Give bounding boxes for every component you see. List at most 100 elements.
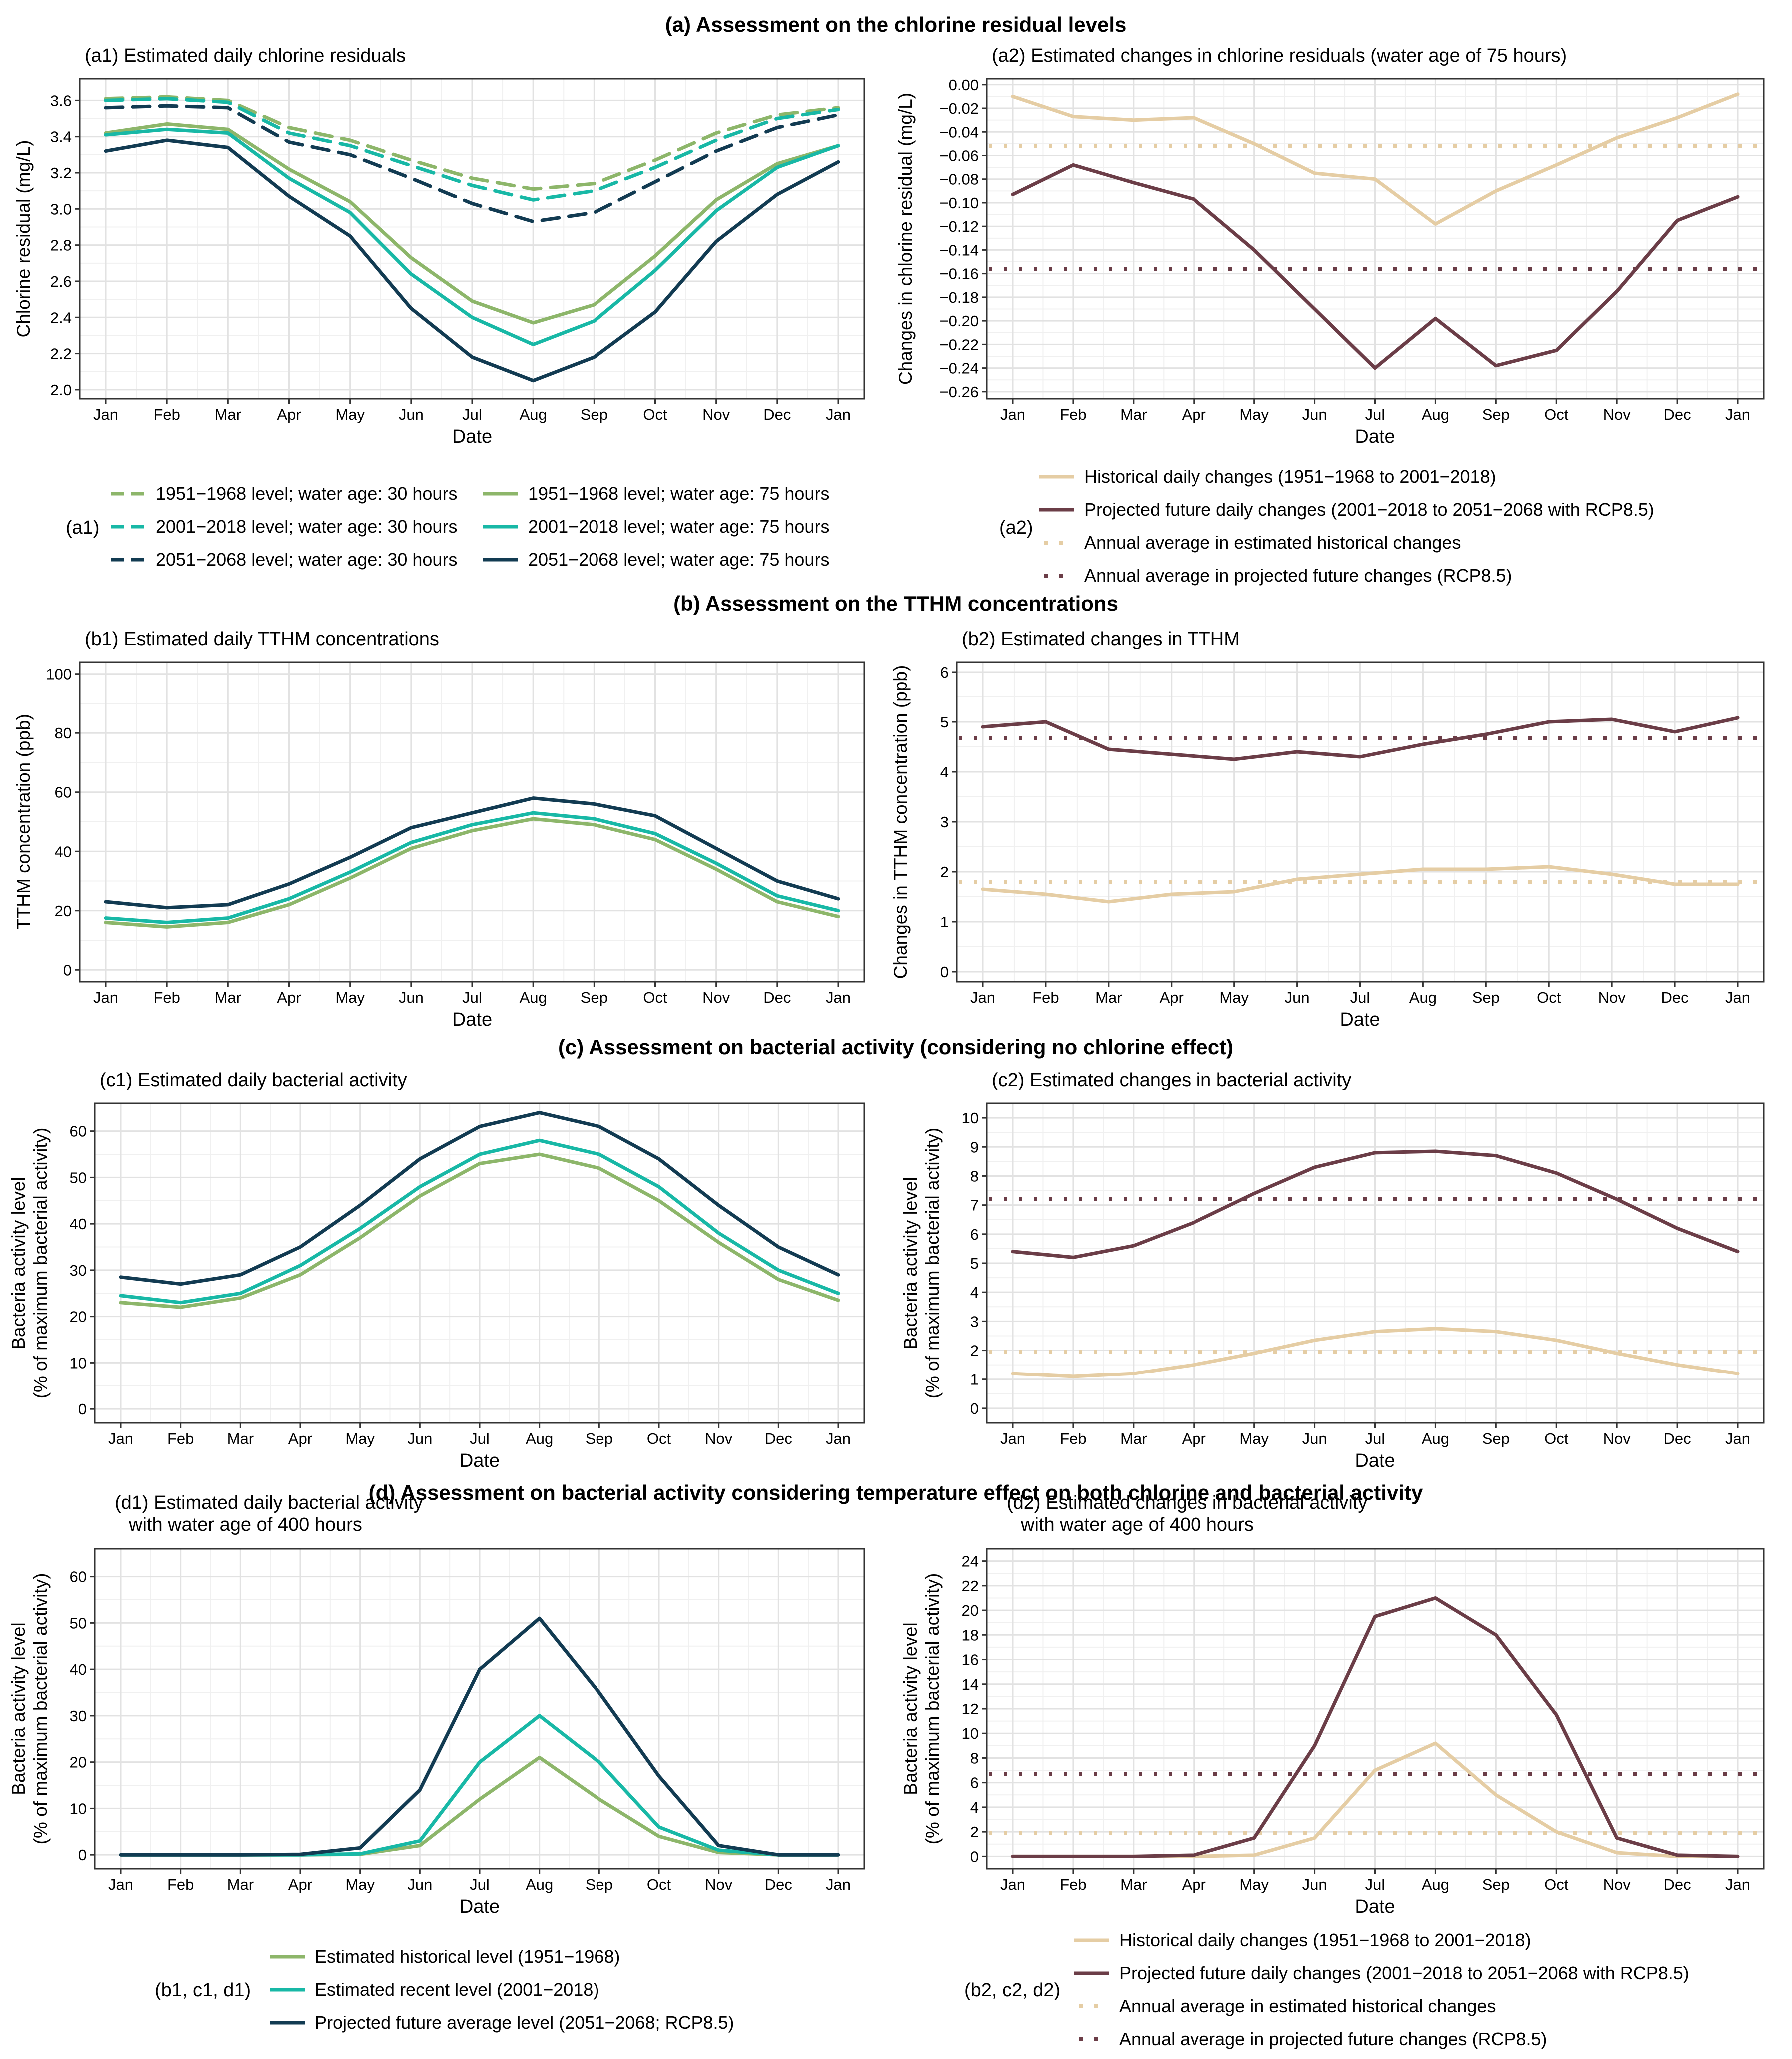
x-axis-title: Date [452,426,492,447]
x-tick-label: Nov [1603,406,1631,423]
section-b-title: (b) Assessment on the TTHM concentration… [673,592,1118,615]
y-tick-label: 5 [940,713,949,731]
x-tick-label: Dec [1664,406,1691,423]
y-tick-label: 2.4 [50,309,72,326]
plot-frame [79,78,865,400]
y-tick-label: 2.8 [50,237,72,254]
x-tick-label: Jan [93,406,118,423]
x-tick-label: Feb [1060,406,1086,423]
y-tick-label: 50 [70,1614,87,1632]
legend-label: Projected future average level (2051−206… [315,2012,734,2033]
x-tick-label: Oct [1537,989,1561,1006]
x-tick-label: Jan [826,406,851,423]
x-tick-label: Oct [643,406,667,423]
x-tick-label: Mar [1120,1876,1147,1893]
x-tick-label: Feb [167,1430,194,1447]
legend-a2: (a2) Historical daily changes (1951−1968 … [999,466,1654,586]
legend-tag: (b2, c2, d2) [964,1980,1060,2001]
panel-title: (a2) Estimated changes in chlorine resid… [992,45,1567,66]
x-tick-label: Jul [470,1876,490,1893]
legend-label: 2001−2018 level; water age: 30 hours [156,516,457,537]
y-tick-label: 0 [78,1400,87,1418]
y-tick-label: −0.26 [940,383,979,401]
x-tick-label: Jun [1302,1876,1327,1893]
y-axis-subtitle: (% of maximum bacterial activity) [30,1573,51,1845]
y-axis-subtitle: (% of maximum bacterial activity) [30,1128,51,1399]
y-tick-label: 4 [940,763,949,781]
y-axis-title: TTHM concentration (ppb) [13,714,34,930]
legend-label: 2051−2068 level; water age: 75 hours [528,549,829,570]
legend-label: Historical daily changes (1951−1968 to 2… [1119,1930,1531,1950]
x-tick-label: Aug [1422,1876,1449,1893]
panel-title: (a1) Estimated daily chlorine residuals [85,45,406,66]
x-tick-label: Jan [93,989,118,1006]
x-tick-label: Sep [581,989,608,1006]
x-tick-label: Dec [1664,1430,1691,1447]
panel-a2: Jan Feb Mar Apr May Jun Jul Aug Sep Oct Nov Dec Jan 0… [895,45,1765,447]
y-tick-label: −0.24 [940,360,979,377]
y-tick-label: 30 [70,1262,87,1279]
y-tick-label: 8 [970,1167,979,1185]
y-tick-label: 6 [970,1226,979,1243]
y-tick-label: −0.14 [940,241,979,259]
panel-b1: Jan Feb Mar Apr May Jun Jul Aug Sep Oct Nov Dec Jan 0… [13,629,865,1030]
x-tick-label: Aug [520,989,547,1006]
legend-label: 2051−2068 level; water age: 30 hours [156,549,457,570]
x-axis-title: Date [1355,426,1395,447]
x-tick-label: Mar [215,989,241,1006]
x-tick-label: Jul [1365,1430,1385,1447]
y-tick-label: 30 [70,1707,87,1725]
y-tick-label: 10 [962,1725,979,1742]
x-tick-label: Dec [763,989,791,1006]
panel-title: (c1) Estimated daily bacterial activity [100,1070,407,1091]
panel-subtitle: with water age of 400 hours [1020,1514,1254,1535]
x-tick-label: Jul [1365,406,1385,423]
x-tick-label: Feb [1032,989,1059,1006]
x-axis-title: Date [460,1896,500,1917]
legend-label: Annual average in estimated historical c… [1084,532,1461,553]
y-tick-label: 3 [940,813,949,831]
x-tick-label: Jan [1725,1430,1750,1447]
plot-frame [956,661,1765,983]
legend-label: 1951−1968 level; water age: 75 hours [528,483,829,504]
x-tick-label: Jun [1285,989,1310,1006]
x-tick-label: Jun [399,989,424,1006]
plot-frame [986,1102,1765,1424]
y-tick-label: 16 [962,1651,979,1669]
y-tick-label: 10 [70,1800,87,1817]
x-tick-label: Apr [1160,989,1184,1006]
x-tick-label: May [1239,1876,1269,1893]
y-tick-label: 2.2 [50,345,72,363]
x-axis-title: Date [452,1009,492,1030]
x-tick-label: Sep [586,1876,613,1893]
y-tick-label: 3.2 [50,164,72,182]
x-tick-label: Sep [1482,406,1510,423]
y-tick-label: 7 [970,1197,979,1214]
plot-frame [986,1548,1765,1870]
y-axis-title: Bacteria activity level [900,1177,921,1349]
x-tick-label: Jun [407,1876,432,1893]
x-tick-label: Nov [702,406,730,423]
x-tick-label: Mar [227,1876,254,1893]
x-axis-title: Date [1355,1896,1395,1917]
x-tick-label: Apr [1182,1876,1206,1893]
y-tick-label: 40 [70,1215,87,1233]
y-tick-label: −0.02 [940,100,979,117]
x-tick-label: Jun [1302,406,1327,423]
chart-panels: Jan Feb Mar Apr May Jun Jul Aug Sep Oct Nov Dec Jan 2… [8,45,1765,1917]
x-tick-label: Jan [970,989,995,1006]
y-tick-label: 2 [940,863,949,881]
y-tick-label: 60 [55,784,72,801]
section-c-title: (c) Assessment on bacterial activity (co… [558,1035,1233,1059]
x-tick-label: Dec [763,406,791,423]
y-tick-label: 20 [70,1754,87,1771]
y-tick-label: 40 [55,843,72,860]
y-tick-label: −0.16 [940,265,979,283]
legend-label: 2001−2018 level; water age: 75 hours [528,516,829,537]
x-tick-label: May [335,406,365,423]
x-tick-label: Jan [108,1430,133,1447]
y-tick-label: 3.6 [50,92,72,109]
y-tick-label: 100 [46,666,72,683]
x-tick-label: Apr [277,406,301,423]
y-axis-title: Bacteria activity level [8,1622,29,1795]
